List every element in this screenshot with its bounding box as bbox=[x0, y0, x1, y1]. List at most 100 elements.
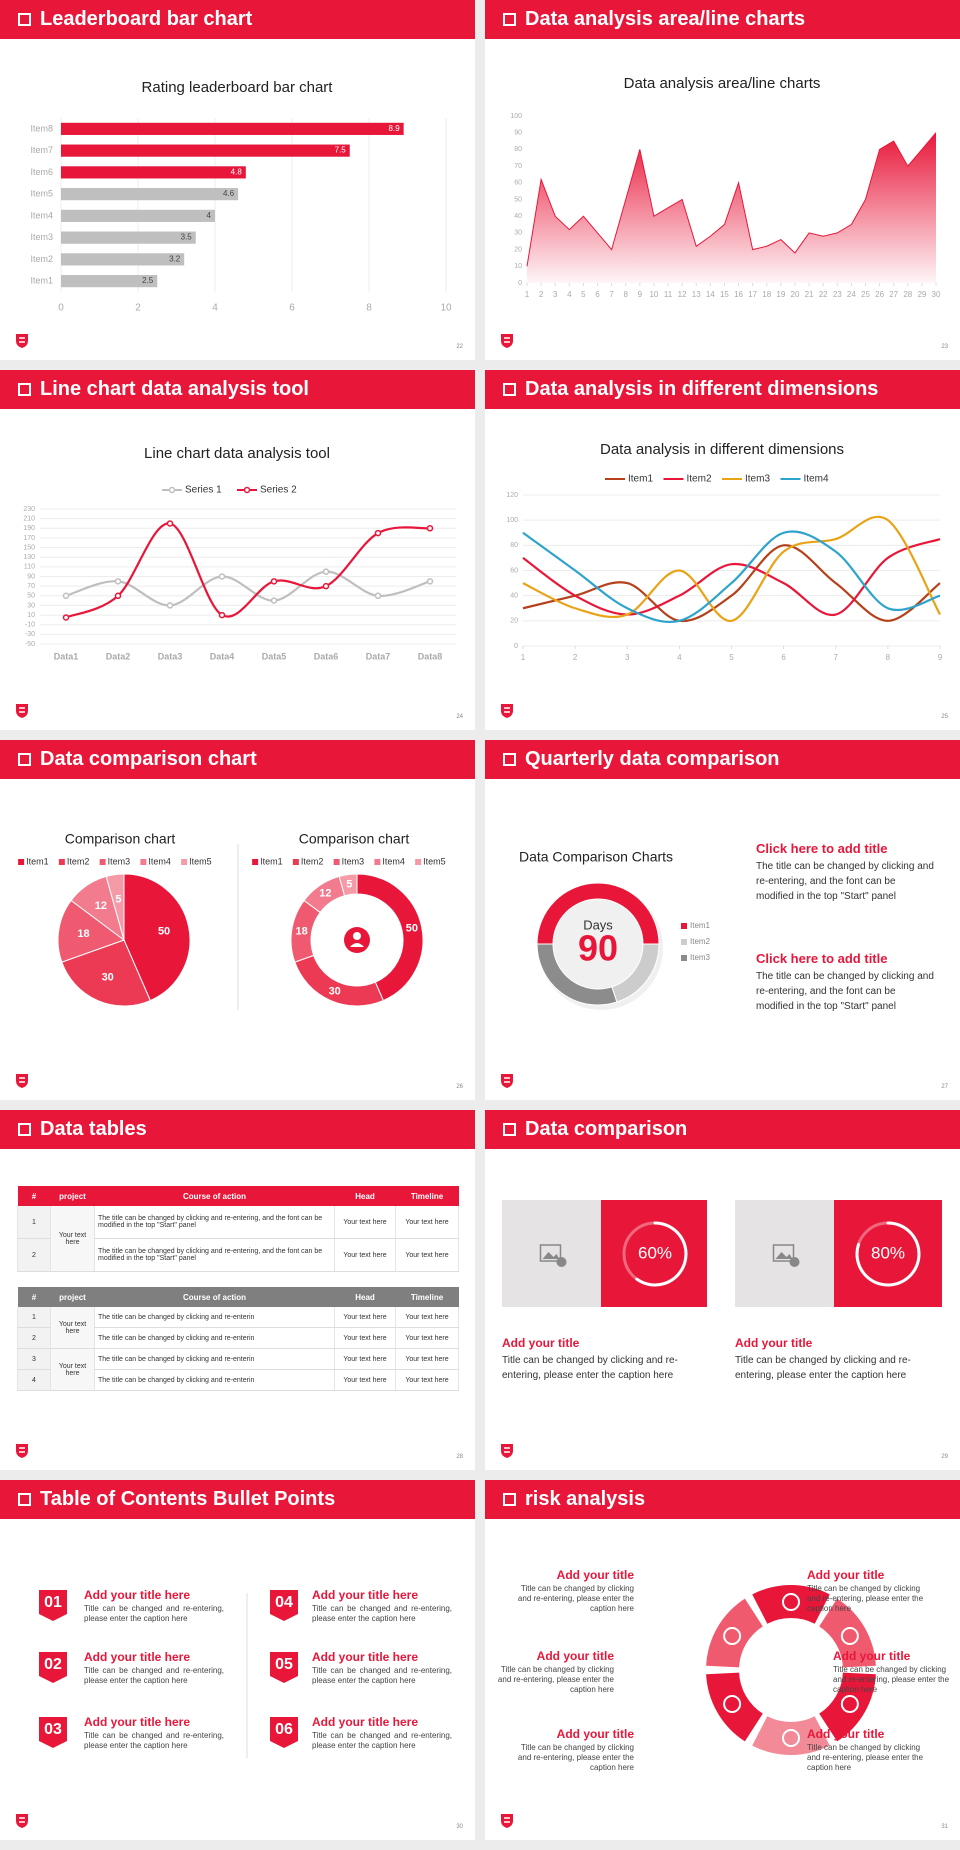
toc-badge-shape bbox=[39, 1590, 67, 1621]
toc-title: Add your title here bbox=[84, 1715, 191, 1729]
y-tick-label: 100 bbox=[510, 113, 522, 120]
toc-badge-shape bbox=[39, 1652, 67, 1683]
chart: Comparison chart 50 30 18 12 5 Item1 Item2 Item3… bbox=[18, 831, 212, 1007]
table-cell: Your text here bbox=[334, 1206, 396, 1239]
logo bbox=[16, 1444, 28, 1458]
legend-label: Item5 bbox=[423, 856, 446, 866]
legend-swatch bbox=[181, 859, 188, 865]
x-tick-label: 2 bbox=[539, 290, 544, 299]
y-tick-label: 60 bbox=[514, 180, 522, 187]
value-label: 7.5 bbox=[335, 146, 347, 155]
bar bbox=[61, 209, 215, 222]
legend-swatch bbox=[415, 859, 422, 865]
category-label: Item3 bbox=[30, 232, 53, 242]
legend-label: Item1 bbox=[260, 856, 283, 866]
risk-segment bbox=[752, 1716, 830, 1755]
chart-title: Data analysis in different dimensions bbox=[600, 441, 844, 458]
page-number: 23 bbox=[941, 344, 948, 350]
x-tick-label: 2 bbox=[135, 303, 141, 314]
x-tick-label: 16 bbox=[734, 290, 743, 299]
y-tick-label: 20 bbox=[514, 246, 522, 253]
table-cell: Your text here bbox=[334, 1348, 396, 1370]
x-tick-label: 19 bbox=[776, 290, 785, 299]
toc-badge-shape bbox=[270, 1652, 298, 1683]
bar bbox=[61, 253, 185, 266]
legend-label: Item4 bbox=[382, 856, 405, 866]
risk-text: Title can be changed by clicking and re-… bbox=[517, 1584, 634, 1613]
point bbox=[426, 578, 434, 585]
y-tick-label: 70 bbox=[27, 583, 35, 590]
legend-swatch bbox=[681, 923, 687, 929]
x-tick-label: 9 bbox=[938, 653, 943, 662]
slide-canvas bbox=[501, 1585, 876, 1828]
image-icon-plus bbox=[556, 1257, 567, 1267]
header-title: Line chart data analysis tool bbox=[40, 378, 309, 400]
x-tick-label: 17 bbox=[748, 290, 757, 299]
toc-number: 06 bbox=[275, 1721, 293, 1738]
project-cell: Your text here bbox=[50, 1206, 95, 1272]
risk-icon bbox=[840, 1627, 859, 1645]
header-cell: # bbox=[17, 1287, 51, 1307]
y-tick-label: 20 bbox=[510, 618, 518, 625]
card-text: Title can be changed by clicking and re-… bbox=[735, 1355, 911, 1381]
x-tick-label: 20 bbox=[791, 290, 800, 299]
bar bbox=[61, 144, 350, 157]
value-box bbox=[601, 1200, 707, 1307]
image-placeholder-box bbox=[502, 1200, 601, 1307]
line bbox=[526, 132, 937, 267]
chart-title: Rating leaderboard bar chart bbox=[142, 79, 334, 96]
y-tick-label: 80 bbox=[514, 146, 522, 153]
table-row: 2 The title can be changed by clicking an… bbox=[17, 1238, 459, 1272]
header-icon bbox=[503, 383, 516, 396]
table-cell: The title can be changed by clicking and… bbox=[94, 1348, 335, 1370]
risk-segment bbox=[706, 1598, 763, 1668]
table-cell: Your text here bbox=[334, 1327, 396, 1349]
logo-mark bbox=[19, 337, 25, 343]
value-label: 3.2 bbox=[169, 254, 181, 263]
slide: Data analysis in different dimensions Dat… bbox=[485, 370, 960, 730]
logo bbox=[16, 334, 28, 348]
table-cell: Your text here bbox=[395, 1369, 459, 1391]
logo-shield bbox=[501, 1444, 513, 1458]
logo-mark bbox=[19, 707, 25, 713]
toc-title: Add your title here bbox=[312, 1715, 419, 1729]
point bbox=[166, 520, 174, 527]
legend-label: Item2 bbox=[687, 474, 712, 485]
x-tick-label: Data4 bbox=[210, 651, 235, 661]
risk-text: Title can be changed by clicking and re-… bbox=[807, 1584, 924, 1613]
legend-label: Item3 bbox=[342, 856, 365, 866]
header-cell: project bbox=[50, 1186, 95, 1206]
page-number: 30 bbox=[456, 1824, 463, 1830]
category-label: Item2 bbox=[30, 254, 53, 264]
logo-shield bbox=[16, 1074, 28, 1088]
x-tick-label: 3 bbox=[625, 653, 630, 662]
y-tick-label: 80 bbox=[510, 542, 518, 549]
y-tick-label: 10 bbox=[514, 263, 522, 270]
value-label: 4.6 bbox=[223, 189, 235, 198]
legend-label: Item3 bbox=[690, 953, 711, 962]
header-cell: Head bbox=[334, 1287, 396, 1307]
value-label: 12 bbox=[95, 900, 107, 912]
risk-text: Title can be changed by clicking and re-… bbox=[517, 1743, 634, 1772]
point bbox=[166, 602, 174, 609]
bar bbox=[61, 122, 404, 135]
x-tick-label: Data2 bbox=[106, 651, 131, 661]
block-text: The title can be changed by clicking and… bbox=[756, 861, 934, 902]
risk-title: Add your title bbox=[807, 1727, 885, 1741]
table-cell: 4 bbox=[17, 1369, 51, 1391]
point bbox=[322, 568, 330, 575]
slide-canvas: Rating leaderboard bar chart 0 2 4 6 8 10 Item1… bbox=[16, 79, 452, 348]
x-tick-label: 3 bbox=[553, 290, 558, 299]
x-tick-label: 6 bbox=[595, 290, 600, 299]
x-tick-label: 7 bbox=[609, 290, 614, 299]
x-tick-label: 4 bbox=[677, 653, 682, 662]
value-label: 12 bbox=[319, 888, 331, 900]
toc-text: Title can be changed and re-entering, pl… bbox=[84, 1666, 224, 1685]
legend-label: Item2 bbox=[67, 856, 90, 866]
x-tick-label: 8 bbox=[886, 653, 891, 662]
x-tick-label: Data1 bbox=[54, 651, 79, 661]
category-label: Item7 bbox=[30, 145, 53, 155]
value-label: 50 bbox=[406, 923, 418, 935]
slide: Leaderboard bar chart Rating leaderboard … bbox=[0, 0, 475, 360]
toc-badge: 06 bbox=[270, 1717, 298, 1748]
